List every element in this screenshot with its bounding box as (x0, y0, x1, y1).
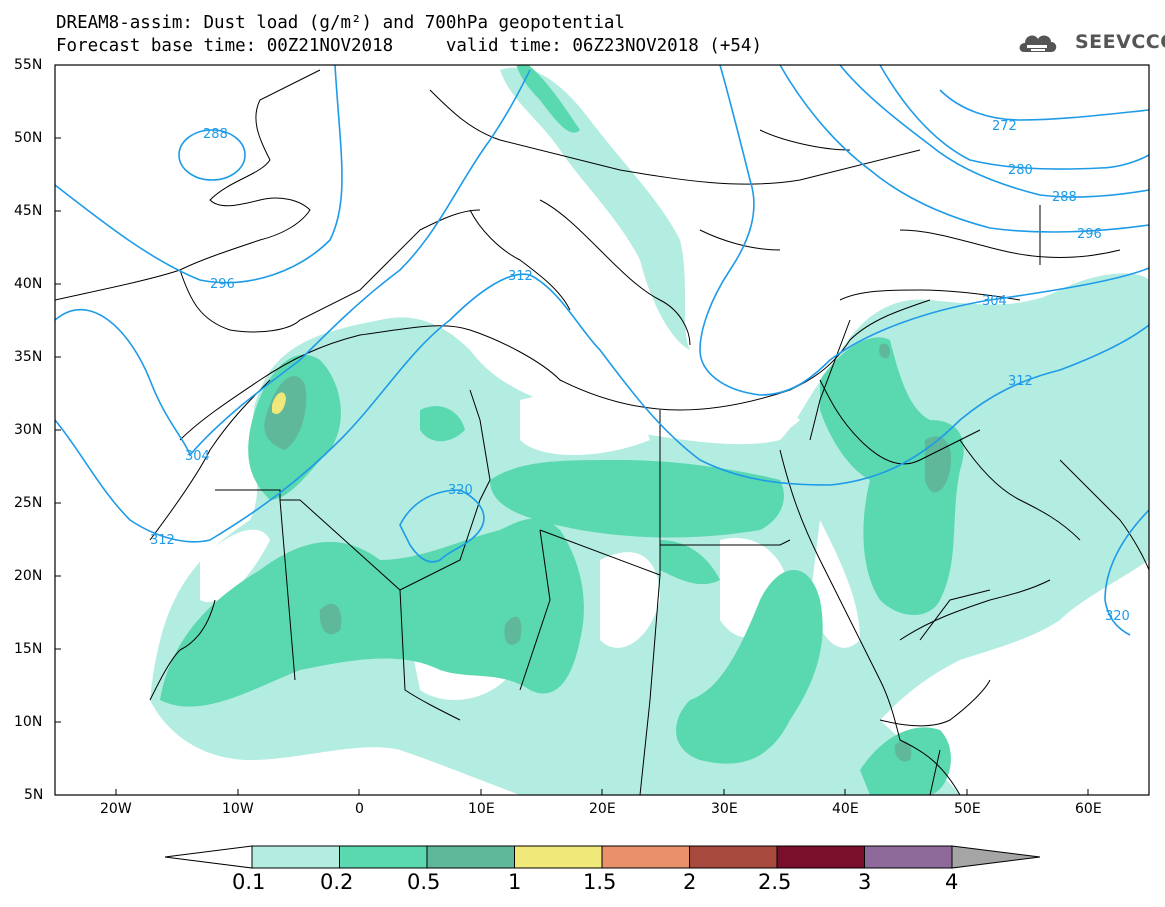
lon-label: 30E (711, 801, 738, 817)
model-name: DREAM8-assim: (56, 13, 193, 33)
lat-label: 20N (14, 568, 43, 584)
lat-label: 30N (14, 422, 43, 438)
base-time-label: Forecast base time: (56, 36, 257, 56)
logo-text: SEEVCCC (1075, 31, 1165, 53)
contour-label: 320 (1105, 609, 1130, 624)
lat-label: 40N (14, 276, 43, 292)
valid-time-label: valid time: (445, 36, 562, 56)
lon-label: 20W (100, 801, 132, 817)
colorbar-label: 1.5 (583, 870, 617, 894)
base-time-value: 00Z21NOV2018 (266, 36, 394, 56)
lat-label: 25N (14, 495, 43, 511)
contour-label: 304 (982, 294, 1007, 309)
contour-label: 304 (185, 449, 210, 464)
contour-label: 280 (1008, 163, 1033, 178)
contour-labels: 288 296 304 312 320 312 312 304 296 288 … (150, 119, 1130, 624)
lat-label: 15N (14, 641, 43, 657)
colorbar-label: 0.2 (320, 870, 354, 894)
colorbar-label: 2 (683, 870, 697, 894)
title-line-1: DREAM8-assim: Dust load (g/m²) and 700hP… (56, 13, 625, 33)
contour-label: 312 (1008, 374, 1033, 389)
title-line-2: Forecast base time: 00Z21NOV2018 valid t… (56, 36, 762, 56)
lat-label: 5N (24, 787, 44, 803)
colorbar-label: 0.1 (232, 870, 266, 894)
lon-label: 50E (954, 801, 981, 817)
product-name: Dust load (g/m²) and 700hPa geopotential (203, 13, 625, 33)
lead-time: (+54) (709, 36, 762, 56)
lon-label: 40E (832, 801, 859, 817)
cloud-logo-icon (1019, 35, 1057, 52)
geopotential-contours (55, 65, 1149, 636)
lon-label: 20E (589, 801, 616, 817)
colorbar-label: 2.5 (758, 870, 792, 894)
lon-label: 60E (1075, 801, 1102, 817)
colorbar-label: 0.5 (407, 870, 441, 894)
colorbar-label: 1 (508, 870, 522, 894)
axis-ticks (55, 64, 1089, 795)
lat-label: 10N (14, 714, 43, 730)
lon-label: 10W (222, 801, 254, 817)
dust-fill-peak (272, 392, 286, 415)
lat-label: 55N (14, 57, 43, 73)
valid-time-value: 06Z23NOV2018 (572, 36, 699, 56)
lat-label: 50N (14, 130, 43, 146)
lon-label: 10E (468, 801, 495, 817)
colorbar-label: 4 (945, 870, 959, 894)
contour-label: 288 (203, 127, 228, 142)
contour-label: 320 (448, 483, 473, 498)
lat-label: 45N (14, 203, 43, 219)
dust-fill-mid (160, 65, 964, 795)
contour-label: 312 (508, 269, 533, 284)
colorbar-label: 3 (858, 870, 872, 894)
contour-label: 272 (992, 119, 1017, 134)
contour-label: 296 (1077, 227, 1102, 242)
lon-label: 0 (355, 801, 364, 817)
lat-label: 35N (14, 349, 43, 365)
dust-fill-high (264, 343, 951, 762)
contour-label: 288 (1052, 190, 1077, 205)
borders (55, 69, 1149, 795)
contour-label: 296 (210, 277, 235, 292)
contour-label: 312 (150, 533, 175, 548)
